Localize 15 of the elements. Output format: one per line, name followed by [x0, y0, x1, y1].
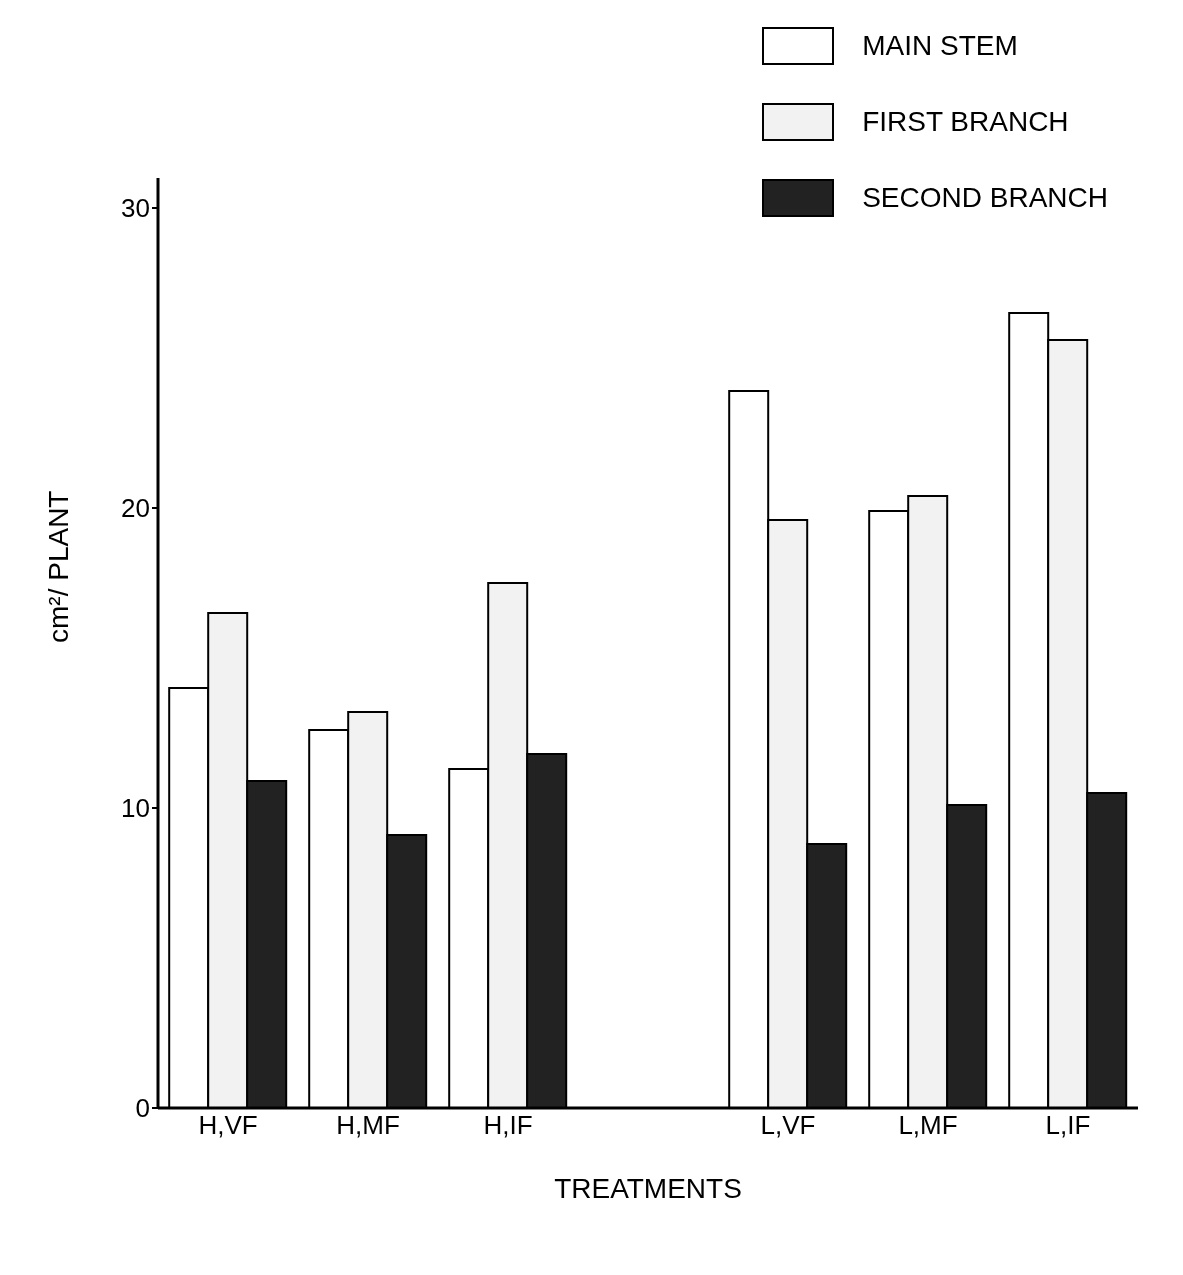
- x-tick-label: L,IF: [1045, 1110, 1091, 1141]
- x-tick-label: L,MF: [898, 1110, 958, 1141]
- y-tick-label: 30: [121, 193, 150, 224]
- y-tick-label: 10: [121, 793, 150, 824]
- x-axis-title: TREATMENTS: [554, 1173, 742, 1204]
- legend-label: MAIN STEM: [862, 30, 1018, 62]
- y-tick-label: 20: [121, 493, 150, 524]
- x-tick-label: H,VF: [198, 1110, 258, 1141]
- legend-label: FIRST BRANCH: [862, 106, 1069, 138]
- x-tick-label: H,MF: [336, 1110, 400, 1141]
- y-axis-title: cm²/ PLANT: [42, 490, 74, 643]
- x-tick-label: H,IF: [483, 1110, 533, 1141]
- y-tick-label: 0: [135, 1093, 150, 1124]
- legend-label: SECOND BRANCH: [862, 182, 1108, 214]
- x-tick-label: L,VF: [760, 1110, 816, 1141]
